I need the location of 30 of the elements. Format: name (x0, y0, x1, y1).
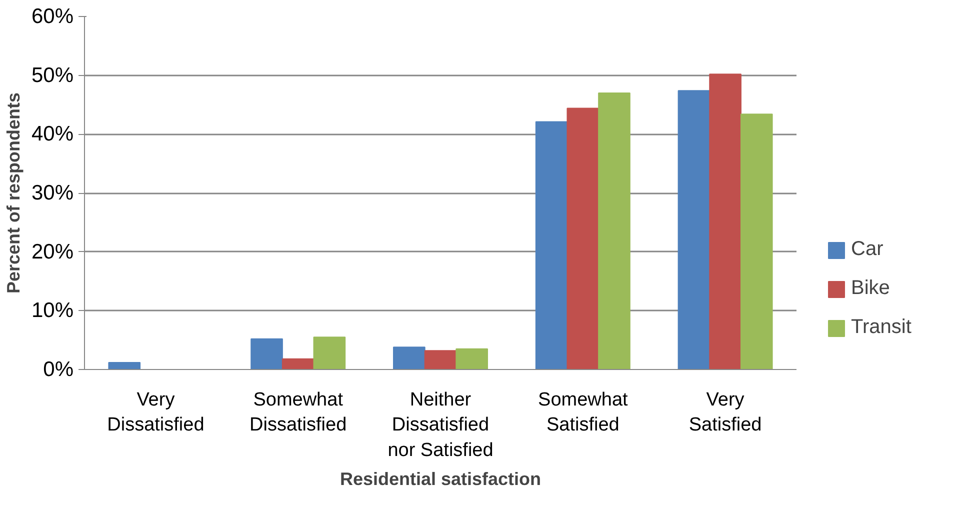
x-axis-title: Residential satisfaction (340, 468, 542, 489)
y-tick-label: 0% (43, 358, 74, 381)
bar (393, 346, 426, 370)
y-tick-label: 40% (31, 122, 74, 146)
bar (424, 350, 457, 370)
x-tick-label: Somewhat Satisfied (538, 390, 629, 436)
bar (598, 92, 630, 370)
x-tick-label: Very Dissatisfied (107, 390, 204, 436)
bar (566, 108, 600, 370)
x-tick-label: Neither Dissatisfied nor Satisfied (388, 390, 494, 461)
y-tick-label: 10% (31, 299, 74, 322)
bar (740, 114, 773, 370)
y-tick-label: 60% (31, 5, 74, 28)
y-tick-label: 20% (31, 240, 74, 264)
bar (108, 362, 141, 370)
legend-label: Transit (851, 316, 912, 339)
bar (250, 338, 283, 370)
y-tick-label: 30% (31, 182, 74, 204)
legend-label: Bike (851, 277, 890, 300)
x-tick-label: Very Satisfied (688, 390, 762, 436)
y-tick-label: 50% (31, 64, 74, 87)
bar (456, 348, 488, 370)
bar (709, 74, 742, 370)
y-axis-title: Percent of respondents (3, 92, 24, 294)
bar (313, 336, 346, 370)
legend-label: Car (851, 238, 884, 261)
bar (678, 90, 710, 370)
bar (535, 121, 568, 370)
x-tick-label: Somewhat Dissatisfied (250, 390, 347, 436)
bar (282, 358, 314, 370)
